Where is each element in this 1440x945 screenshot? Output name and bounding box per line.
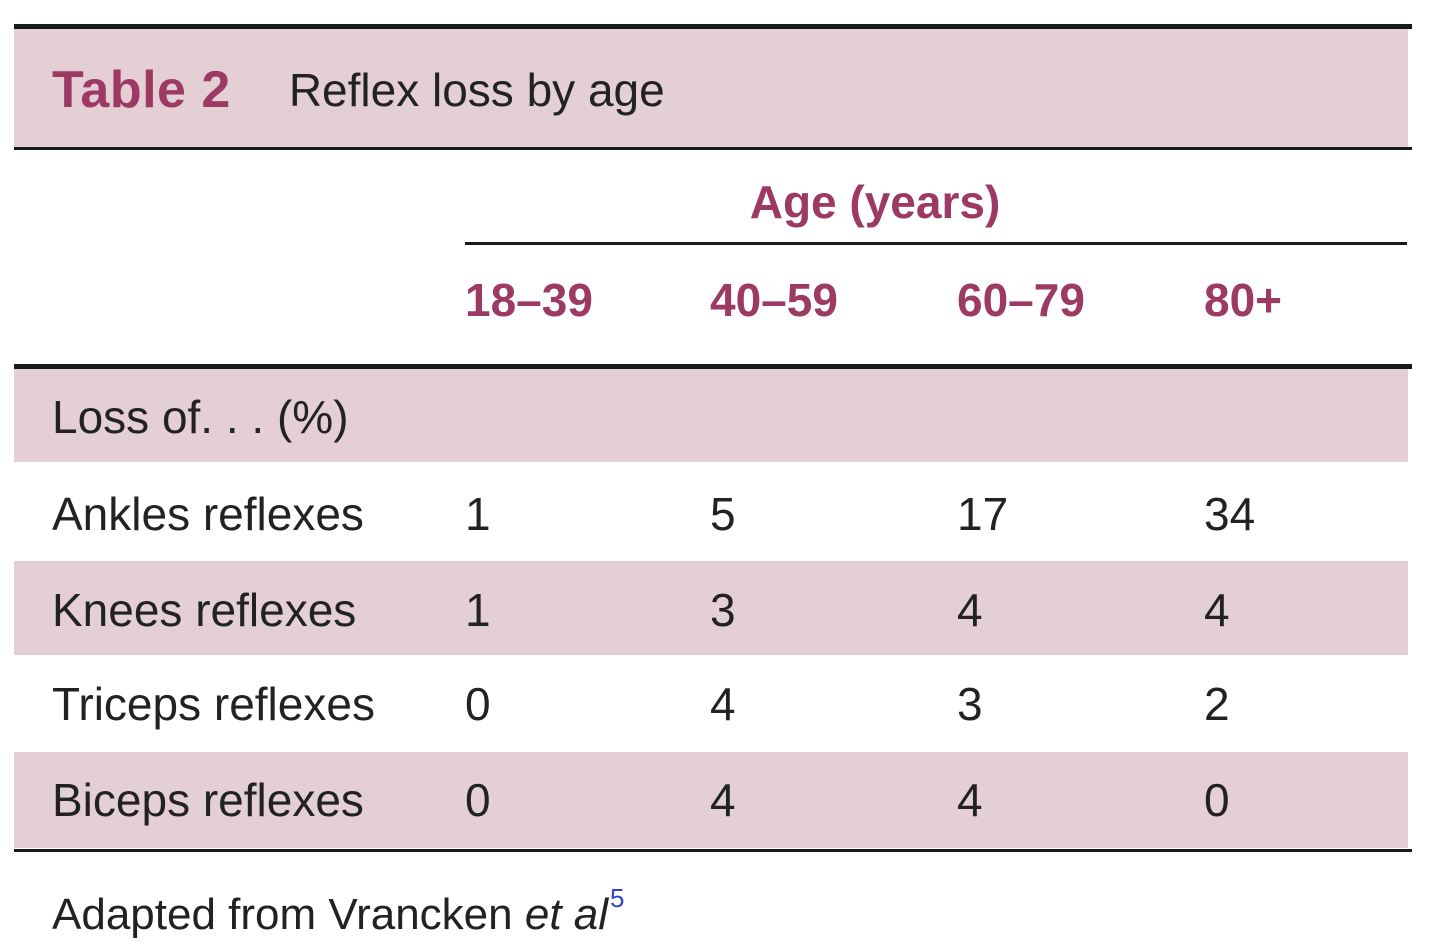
section-label: Loss of. . . (%) xyxy=(52,391,349,443)
table-caption: Reflex loss by age xyxy=(288,64,665,116)
header-bottom-rule xyxy=(14,364,1412,369)
table-cell: 2 xyxy=(1204,678,1230,730)
table-bottom-rule xyxy=(14,849,1412,852)
age-group-rule xyxy=(465,242,1407,245)
row-label-triceps: Triceps reflexes xyxy=(52,678,375,730)
section-band xyxy=(14,369,1408,462)
table-cell: 4 xyxy=(957,774,983,826)
title-band xyxy=(14,29,1408,147)
column-header-60-79: 60–79 xyxy=(957,274,1085,326)
table-cell: 34 xyxy=(1204,488,1256,540)
table-cell: 4 xyxy=(710,678,736,730)
table-cell: 3 xyxy=(710,584,736,636)
table-cell: 0 xyxy=(465,678,491,730)
table-cell: 5 xyxy=(710,488,736,540)
column-header-18-39: 18–39 xyxy=(465,274,593,326)
row-label-biceps: Biceps reflexes xyxy=(52,774,364,826)
row-label-ankles: Ankles reflexes xyxy=(52,488,364,540)
table-cell: 1 xyxy=(465,584,491,636)
table-cell: 4 xyxy=(957,584,983,636)
table-cell: 0 xyxy=(1204,774,1230,826)
row-label-knees: Knees reflexes xyxy=(52,584,357,636)
row-band-knees xyxy=(14,561,1408,655)
column-header-40-59: 40–59 xyxy=(710,274,838,326)
row-band-biceps xyxy=(14,752,1408,848)
table-cell: 1 xyxy=(465,488,491,540)
footnote-reference-link[interactable]: 5 xyxy=(610,883,625,913)
footnote-et-al: et al xyxy=(524,890,609,939)
footnote-text: Adapted from Vrancken xyxy=(52,890,525,939)
table-cell: 4 xyxy=(710,774,736,826)
title-bottom-rule xyxy=(14,147,1412,150)
table-cell: 4 xyxy=(1204,584,1230,636)
column-header-80-plus: 80+ xyxy=(1204,274,1283,326)
age-group-header: Age (years) xyxy=(749,176,1001,228)
table-title: Table 2 Reflex loss by age xyxy=(52,60,665,120)
table-footnote: Adapted from Vrancken et al5 xyxy=(52,868,625,939)
top-rule xyxy=(14,24,1412,29)
table-cell: 0 xyxy=(465,774,491,826)
table-label: Table 2 xyxy=(52,61,231,119)
table-cell: 17 xyxy=(957,488,1009,540)
table-cell: 3 xyxy=(957,678,983,730)
